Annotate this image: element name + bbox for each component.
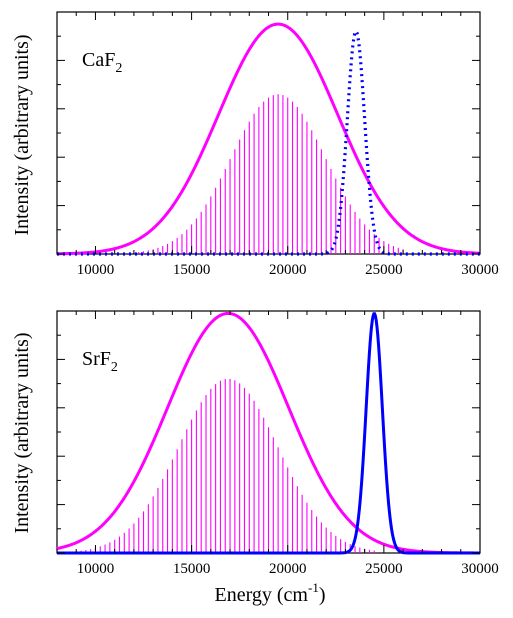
top-compound-label-subscript: 2: [115, 61, 122, 76]
top-emission-envelope: [56, 22, 481, 256]
top-compound-label-main: CaF: [82, 49, 115, 71]
x-axis-title-exponent: -1: [308, 580, 319, 595]
bottom-x-tick-label: 30000: [461, 561, 499, 577]
bottom-compound-label-main: SrF: [82, 348, 111, 370]
bottom-x-tick-label: 15000: [173, 561, 211, 577]
bottom-x-tick-label: 20000: [269, 561, 307, 577]
chart-panel-caf2: 10000 15000 20000 25000 30000 CaF2: [56, 11, 499, 278]
bottom-compound-label-subscript: 2: [111, 360, 118, 375]
x-axis-title-main: Energy (cm: [214, 584, 308, 606]
x-axis-title-close: ): [319, 584, 326, 606]
bottom-emission-envelope: [56, 311, 480, 555]
bottom-compound-label: SrF2: [82, 348, 118, 375]
top-x-tick-label: 30000: [461, 262, 499, 278]
top-x-tick-label: 25000: [365, 262, 403, 278]
chart-panel-srf2: 10000 15000 20000 25000 30000 SrF2: [56, 310, 499, 577]
x-axis-title: Energy (cm-1): [214, 580, 325, 606]
bottom-x-tick-label: 10000: [77, 561, 115, 577]
top-x-tick-label: 15000: [173, 262, 211, 278]
bottom-x-tick-label: 25000: [365, 561, 403, 577]
top-compound-label: CaF2: [82, 49, 122, 76]
top-x-tick-label: 20000: [269, 262, 307, 278]
y-axis-title-top: Intensity (arbitrary units): [11, 34, 33, 235]
top-x-tick-label: 10000: [77, 262, 115, 278]
y-axis-title-bottom: Intensity (arbitrary units): [11, 332, 33, 533]
